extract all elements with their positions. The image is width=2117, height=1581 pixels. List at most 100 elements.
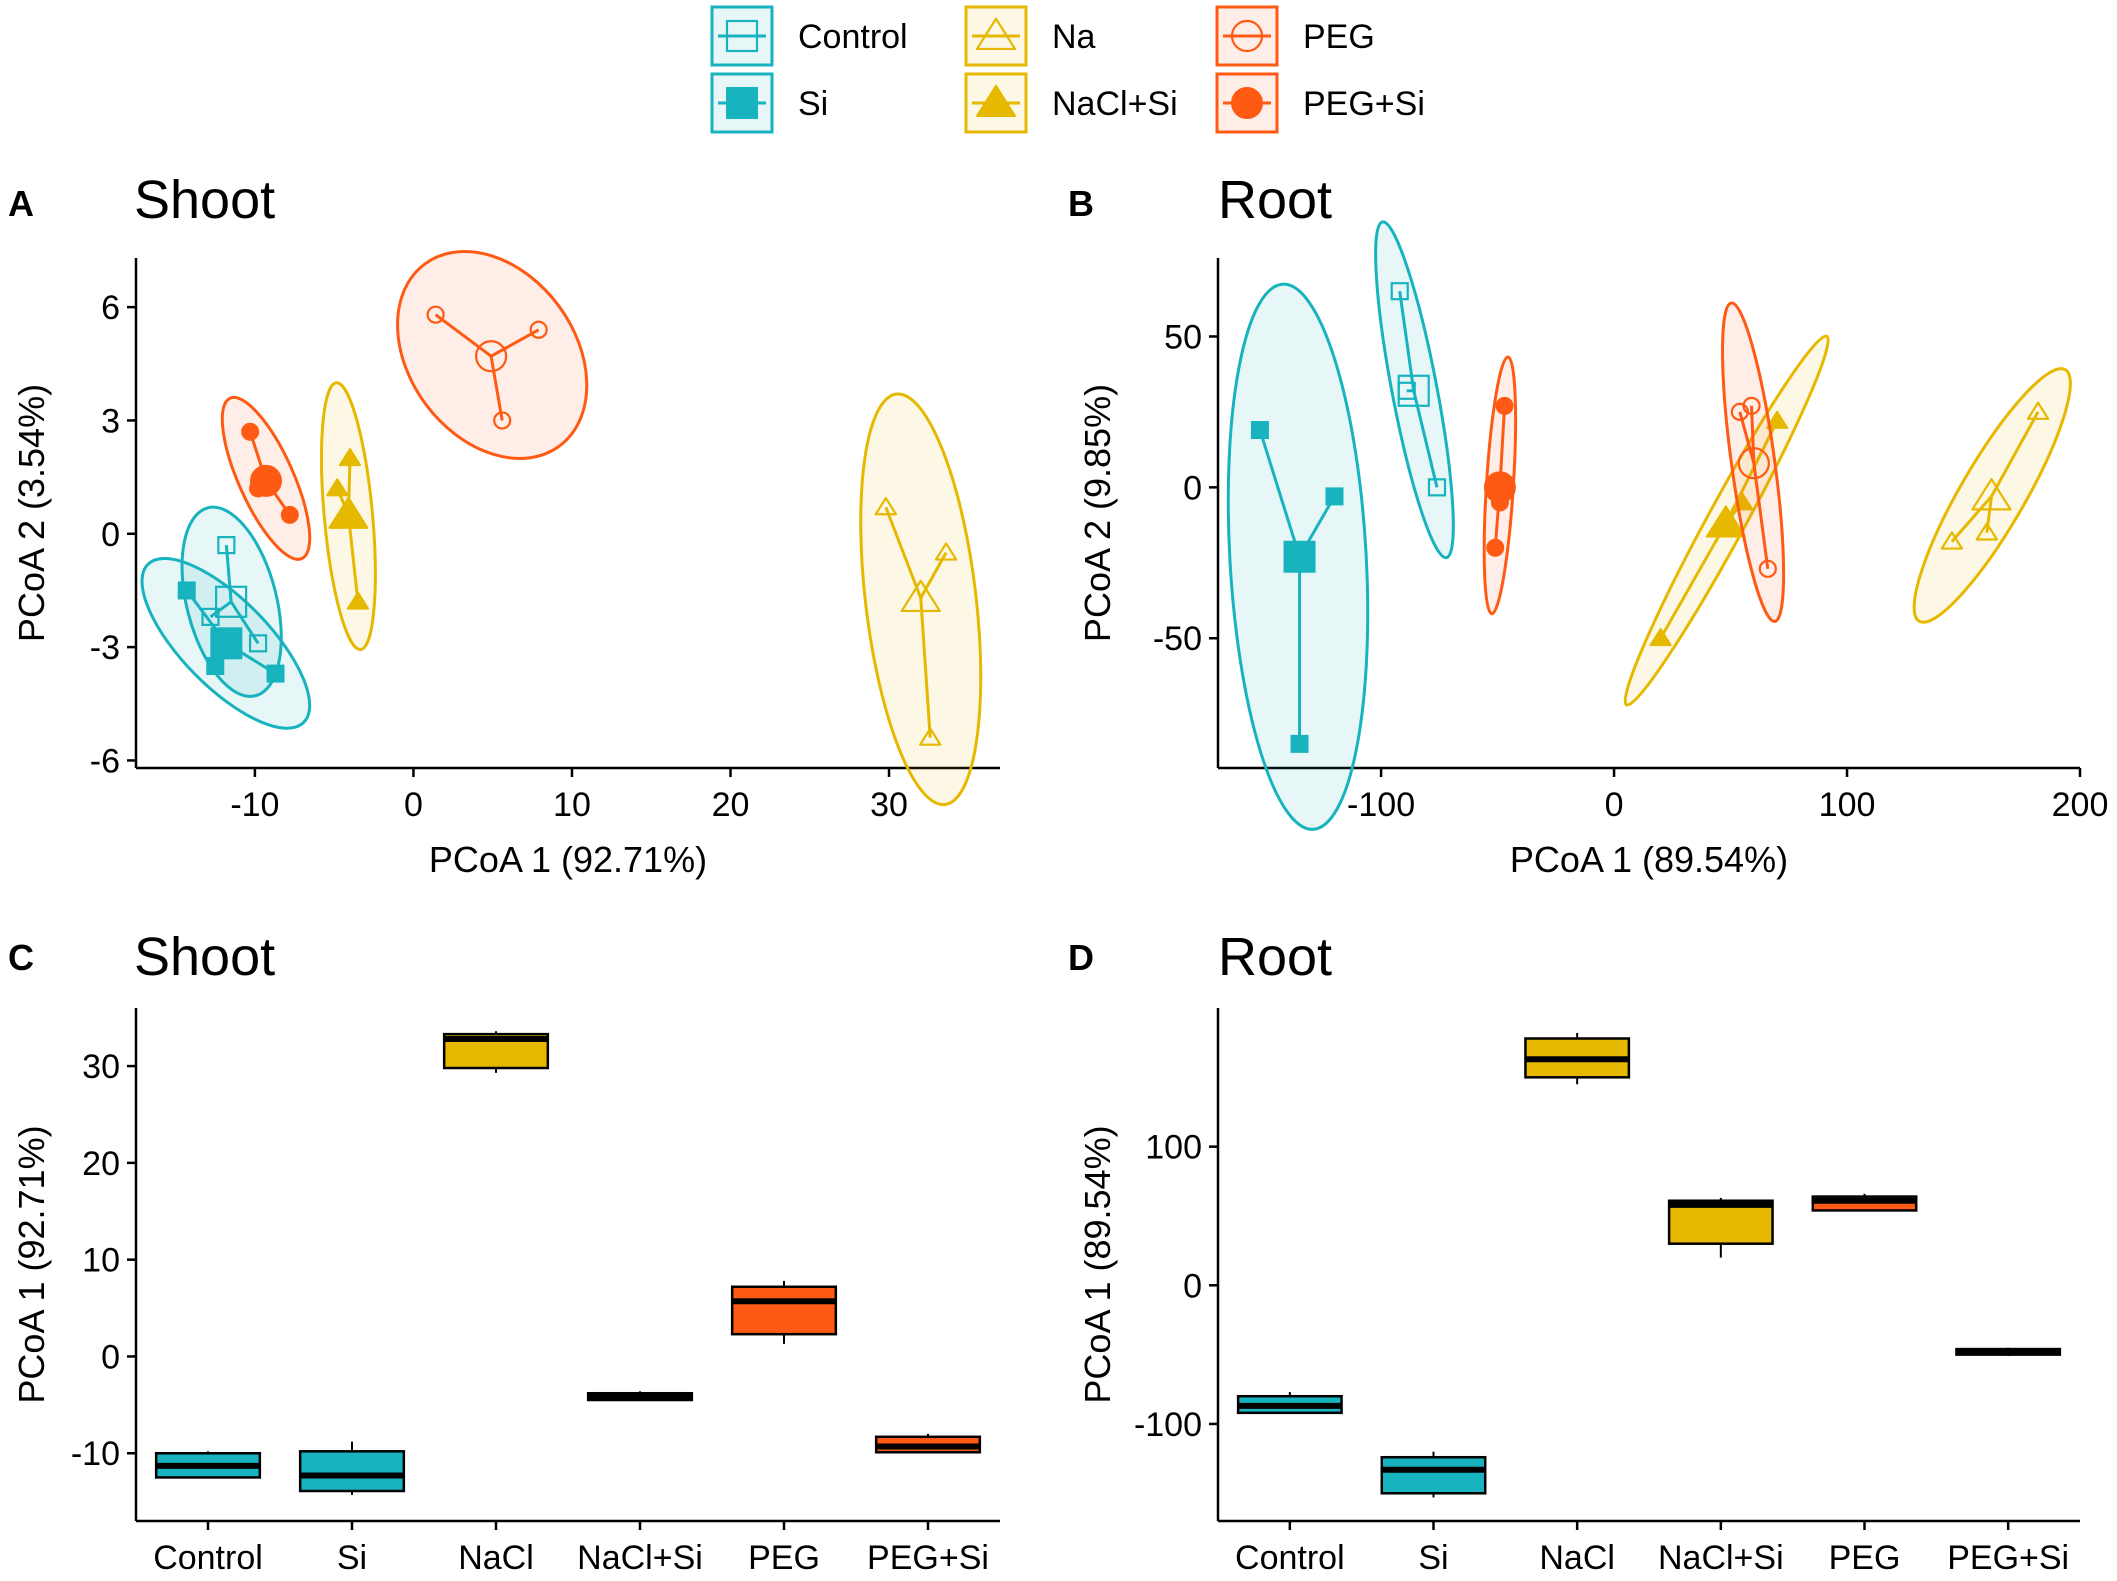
panel-a-si-point [206,657,225,675]
panel-a-y-tick-label: 0 [101,516,120,554]
panel-a-nacl-point [934,542,958,561]
panel-b-peg-plus-si-point [1486,538,1505,557]
panel-c-y-tick-label: 20 [82,1145,120,1183]
panel-b-si-spoke [1258,429,1301,558]
panel-b-nacl-spoke [1990,411,2040,498]
legend-na-label: Na [1052,18,1096,56]
panel-a-peg-centroid [475,340,508,373]
panel-c-y-tick-label: -10 [71,1435,120,1473]
panel-c-y-axis-label: PCoA 1 (92.71%) [11,1125,52,1403]
panel-a-control-spoke [209,600,233,619]
panel-b-x-axis-label: PCoA 1 (89.54%) [1510,839,1788,880]
panel-b-peg-centroid [1737,447,1770,480]
panel-b-x-tick-label: -100 [1347,786,1415,824]
panel-b-x-tick-label: 0 [1605,786,1624,824]
legend-control-label: Control [798,18,908,56]
legend-peg-plus-si-key-symbol [1231,87,1263,119]
panel-b-y-tick-label: 50 [1164,318,1202,356]
panel-b-si-point [1290,734,1309,753]
panel-b-scatter: -100 0 100 200 -50 0 50 PCoA 1 (89.54%) PCoA 2 (… [1077,220,2109,880]
panel-c-x-tick-label: PEG [748,1539,820,1577]
panel-a-y-tick-label: 6 [101,289,120,327]
panel-b-si-point [1325,487,1344,506]
panel-a-nacl-point [874,497,898,516]
panel-a-nacl-plus-si-centroid [328,496,369,529]
panel-d-x-tick-label: PEG+Si [1947,1539,2069,1577]
panel-b-nacl-plus-si-centroid [1705,505,1746,538]
legend-peg-key-symbol [1230,19,1264,53]
legend-nacl-plus-si-key-symbol [976,84,1016,117]
panel-b-control-point [1427,478,1447,497]
panel-a-nacl-plus-si-point [338,448,362,467]
panel-a-peg-spoke [489,355,504,421]
panel-a-si-point [177,581,196,600]
panel-c-x-tick-label: Si [337,1539,367,1577]
panel-d-x-tick-label: Si [1418,1539,1448,1577]
panel-c-y-tick-label: 0 [101,1338,120,1376]
panel-a-x-tick-label: 20 [712,786,750,824]
panel-b-si-point [1250,421,1269,440]
panel-a-title: Shoot [134,170,275,230]
panel-a-y-axis-label: PCoA 2 (3.54%) [11,384,52,642]
panel-a-nacl-plus-si-point [346,591,370,610]
panel-b-nacl-plus-si-spoke [1659,522,1728,639]
panel-d-x-tick-label: NaCl+Si [1658,1539,1784,1577]
panel-c-title: Shoot [134,927,275,987]
legend-si-key-symbol [726,87,758,119]
panel-b-nacl-point [1975,522,1999,541]
panel-a-peg-spoke [434,313,493,358]
panel-b-y-axis-label: PCoA 2 (9.85%) [1077,384,1118,642]
panel-d-box-si-iqr [1380,1455,1487,1495]
panel-a-nacl-centroid [900,579,941,613]
panel-a-nacl-point [919,727,942,746]
panel-a-y-tick-label: -3 [90,629,120,667]
panel-b-title: Root [1218,170,1332,230]
legend-nacl-plus-si-label: NaCl+Si [1052,85,1178,123]
legend-na-key-symbol [975,17,1017,51]
panel-d-x-tick-label: Control [1235,1539,1345,1577]
panel-c-box-peg-iqr [730,1285,838,1336]
panel-b-peg-spoke [1752,463,1770,570]
panel-c-y-tick-label: 30 [82,1048,120,1086]
panel-b-nacl-spoke [1950,495,1993,543]
panel-a-peg-plus-si-centroid [249,464,282,497]
panel-b-x-tick-label: 200 [2052,786,2109,824]
panel-d-boxplot: -100 0 100 PCoA 1 (89.54%) Control Si NaCl NaCl… [1077,1008,2080,1577]
legend-si-label: Si [798,85,828,123]
panel-a-scatter: -10 0 10 20 30 -6 -3 0 3 6 PCoA 1 (92.71%) PCoA 2 (… [11,249,1000,880]
panel-b-nacl-point [2026,401,2050,420]
panel-c-box-si-iqr [298,1450,406,1493]
panel-c-x-tick-label: Control [153,1539,263,1577]
panel-d-y-tick-label: -100 [1134,1406,1202,1444]
panel-c-x-tick-label: NaCl [458,1539,534,1577]
panel-a-peg-point [529,320,548,339]
panel-b-peg-plus-si-centroid [1483,471,1516,504]
panel-b-control-spoke [1398,290,1416,391]
panel-d-x-tick-label: NaCl [1539,1539,1615,1577]
panel-b-nacl-point [1940,531,1964,550]
panel-b-nacl-plus-si-point [1766,410,1789,429]
panel-b-peg-spoke [1750,405,1756,464]
legend-control-key-symbol [725,19,759,53]
panel-a-peg-plus-si-point [241,422,260,441]
panel-a-nacl-plus-si-point [326,478,349,497]
panel-b-control-point [1390,282,1409,301]
panel-a-si-point [266,664,285,683]
panel-d-title: Root [1218,927,1332,987]
panel-a-nacl-spoke [919,597,932,738]
panel-label-a: A [8,183,34,224]
panel-b-si-centroid [1283,540,1316,573]
panel-label-d: D [1068,937,1094,978]
panel-a-control-spoke [224,544,233,602]
panel-a-y-tick-label: -6 [90,742,120,780]
panel-b-y-tick-label: -50 [1153,620,1202,658]
panel-a-control-point [217,536,236,555]
panel-a-peg-point [426,305,445,324]
panel-b-peg-plus-si-point [1495,396,1514,415]
panel-label-b: B [1068,183,1094,224]
panel-b-x-tick-label: 100 [1819,786,1876,824]
panel-a-x-axis-label: PCoA 1 (92.71%) [429,839,707,880]
panel-b-control-centroid [1397,374,1430,407]
panel-a-x-tick-label: 0 [404,786,423,824]
